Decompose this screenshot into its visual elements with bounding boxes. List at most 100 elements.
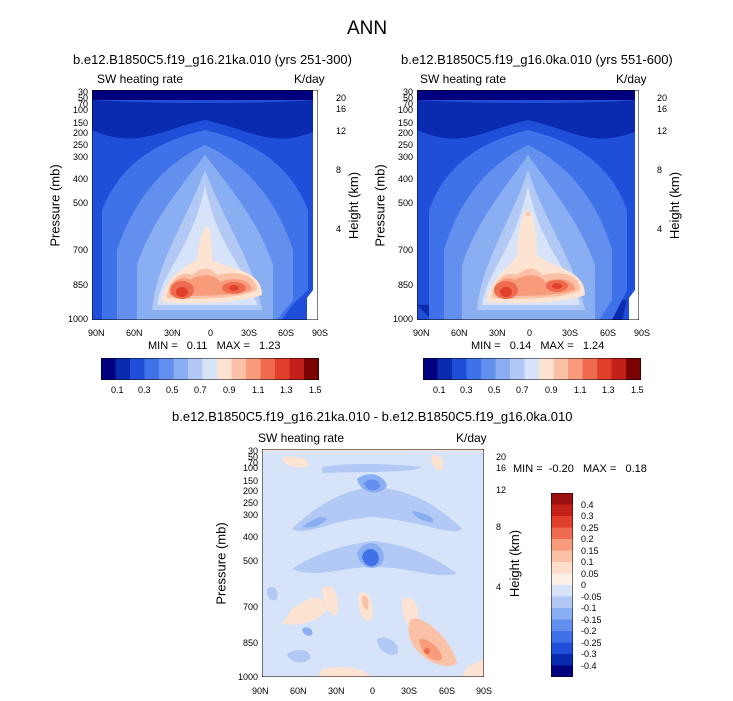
y-tick: 850 [397,280,413,290]
colorbar-label: 0.1 [111,385,124,395]
y2-tick: 12 [657,126,668,136]
x-tick: 60N [290,686,307,696]
x-tick: 60N [126,328,143,338]
y-tick: 1000 [237,672,258,682]
colorbar-label: -0.25 [581,638,602,648]
colorbar [551,493,573,677]
colorbar-label: 1.3 [602,385,615,395]
contour-plot [92,90,318,320]
colorbar-label: 0.05 [581,569,599,579]
y2-axis-label: Height (km) [507,529,523,598]
x-tick: 90S [634,328,651,338]
y-tick: 100 [397,105,413,115]
y2-tick: 4 [657,224,663,234]
y-tick: 500 [397,198,413,208]
y-tick: 700 [242,602,258,612]
y-tick: 30 [247,446,258,456]
colorbar-label: 0.7 [194,385,207,395]
y-tick: 300 [242,510,258,520]
y2-tick: 4 [336,224,342,234]
y-tick: 400 [72,174,88,184]
y-tick: 850 [242,638,258,648]
y-tick: 30 [402,87,413,97]
y2-axis-label: Height (km) [667,171,683,240]
y-tick: 1000 [67,314,88,324]
colorbar-label: 1.1 [252,385,265,395]
x-tick: 90N [88,328,105,338]
x-tick: 30N [328,686,345,696]
x-tick: 0 [208,328,214,338]
y-tick: 200 [242,486,258,496]
colorbar-label: 0.1 [433,385,446,395]
colorbar-label: 0.7 [516,385,529,395]
variable-label: SW heating rate [97,72,184,86]
colorbar-label: 0.1 [581,557,594,567]
y2-tick: 16 [336,104,347,114]
colorbar-label: 1.5 [309,385,322,395]
colorbar [101,358,319,380]
y-tick: 500 [242,556,258,566]
y2-tick: 16 [657,104,668,114]
y-tick: 300 [397,152,413,162]
y2-tick: 12 [336,126,347,136]
y-tick: 100 [242,463,258,473]
min-max-text: MIN = 0.14 MAX = 1.24 [471,340,605,352]
colorbar-label: 0.9 [545,385,558,395]
colorbar-label: -0.05 [581,592,602,602]
y-tick: 150 [72,118,88,128]
colorbar-label: -0.3 [581,649,597,659]
x-tick: 30S [562,328,579,338]
y-tick: 400 [397,174,413,184]
colorbar-label: 0.4 [581,500,594,510]
y2-tick: 20 [336,93,347,103]
min-max-text: MIN = -0.20 MAX = 0.18 [513,463,647,475]
y2-tick: 8 [657,165,663,175]
units-label: K/day [294,72,325,86]
x-tick: 90S [312,328,329,338]
x-tick: 90N [252,686,269,696]
y-tick: 1000 [392,314,413,324]
y-tick: 100 [72,105,88,115]
y2-axis-label: Height (km) [346,171,362,240]
y-tick: 500 [72,198,88,208]
y-tick: 70 [247,458,258,468]
colorbar-label: -0.2 [581,626,597,636]
x-tick: 30N [164,328,181,338]
colorbar-label: 0.5 [488,385,501,395]
y-tick: 250 [242,498,258,508]
colorbar-label: 0.2 [581,534,594,544]
y2-tick: 8 [336,165,342,175]
y-tick: 50 [402,93,413,103]
variable-label: SW heating rate [258,431,345,445]
y-tick: 850 [72,280,88,290]
y2-tick: 12 [496,485,507,495]
x-tick: 0 [527,328,533,338]
y-axis-label: Pressure (mb) [47,164,63,247]
figure-title: ANN [347,18,388,39]
x-tick: 90S [476,686,493,696]
colorbar [423,358,641,380]
y-tick: 70 [402,99,413,109]
colorbar-label: 0.3 [138,385,151,395]
y-tick: 30 [77,87,88,97]
y2-tick: 20 [657,93,668,103]
x-tick: 60S [439,686,456,696]
x-tick: 90N [413,328,430,338]
y-axis-label: Pressure (mb) [372,164,388,247]
y2-tick: 8 [496,522,502,532]
y-tick: 700 [397,245,413,255]
y-tick: 400 [242,532,258,542]
x-tick: 0 [370,686,376,696]
y-axis-label: Pressure (mb) [213,522,229,605]
colorbar-label: -0.15 [581,615,602,625]
y-tick: 70 [77,99,88,109]
x-tick: 30S [241,328,258,338]
colorbar-label: -0.4 [581,661,597,671]
colorbar-label: 0.5 [166,385,179,395]
y-tick: 150 [397,118,413,128]
colorbar-label: -0.1 [581,603,597,613]
units-label: K/day [616,72,647,86]
y2-tick: 4 [496,582,502,592]
variable-label: SW heating rate [420,72,507,86]
colorbar-label: 1.1 [574,385,587,395]
